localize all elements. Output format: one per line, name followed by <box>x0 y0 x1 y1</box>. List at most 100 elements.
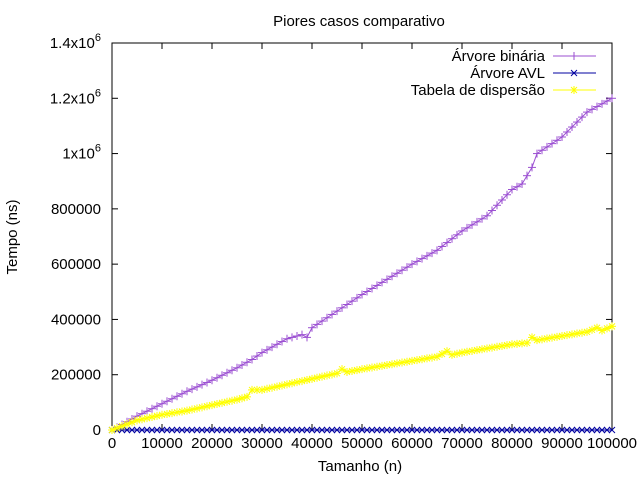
data-point <box>558 426 566 434</box>
data-point <box>378 426 386 434</box>
series-2 <box>108 322 616 434</box>
data-point <box>313 373 321 382</box>
data-point <box>163 426 171 434</box>
data-point <box>183 426 191 434</box>
data-point <box>233 395 241 404</box>
data-point <box>588 105 596 114</box>
data-point <box>383 275 391 284</box>
data-point <box>583 426 591 434</box>
data-point <box>388 272 396 281</box>
data-point <box>148 426 156 434</box>
data-point <box>608 322 616 331</box>
data-point <box>323 371 331 380</box>
data-point <box>213 426 221 434</box>
data-point <box>588 426 596 434</box>
legend-swatch-marker <box>570 52 578 60</box>
data-point <box>183 387 191 396</box>
data-point <box>323 426 331 434</box>
data-point <box>278 381 286 390</box>
data-point <box>338 303 346 312</box>
data-point <box>343 426 351 434</box>
data-point <box>248 426 256 434</box>
chart-title: Piores casos comparativo <box>273 13 445 30</box>
data-point <box>428 249 436 258</box>
x-tick-label: 70000 <box>441 435 483 452</box>
data-point <box>203 426 211 434</box>
data-point <box>263 426 271 434</box>
data-point <box>608 94 616 103</box>
data-point <box>278 337 286 346</box>
data-point <box>208 376 216 385</box>
data-point <box>163 397 171 406</box>
y-tick-label-base: 400000 <box>51 311 101 328</box>
data-point <box>453 349 461 358</box>
data-point <box>593 102 601 111</box>
data-point <box>258 385 266 394</box>
data-point <box>318 426 326 434</box>
data-point <box>523 338 531 347</box>
y-tick-label-base: 0 <box>93 422 101 439</box>
y-tick-label-base: 1.4x10 <box>50 35 95 52</box>
data-point <box>248 385 256 394</box>
data-point <box>398 426 406 434</box>
series-0 <box>108 94 616 434</box>
y-tick-label-base: 1.2x10 <box>50 90 95 107</box>
data-point <box>333 307 341 316</box>
data-point <box>498 196 506 205</box>
legend-label: Árvore AVL <box>470 65 545 82</box>
data-point <box>218 398 226 407</box>
y-tick-label: 400000 <box>51 311 101 328</box>
data-point <box>323 313 331 322</box>
data-point <box>248 355 256 364</box>
data-point <box>253 426 261 434</box>
data-point <box>393 426 401 434</box>
data-point <box>383 426 391 434</box>
data-point <box>333 369 341 378</box>
data-point <box>228 426 236 434</box>
data-point <box>488 426 496 434</box>
data-point <box>138 426 146 434</box>
data-point <box>353 293 361 302</box>
data-point <box>573 118 581 127</box>
data-point <box>253 385 261 394</box>
data-point <box>333 426 341 434</box>
data-point <box>328 310 336 319</box>
data-point <box>498 341 506 350</box>
data-point <box>173 392 181 401</box>
data-point <box>398 266 406 275</box>
data-point <box>488 206 496 215</box>
data-point <box>463 347 471 356</box>
data-point <box>148 413 156 422</box>
data-point <box>233 426 241 434</box>
data-point <box>143 407 151 416</box>
data-point <box>133 426 141 434</box>
data-point <box>198 380 206 389</box>
data-point <box>213 373 221 382</box>
data-point <box>523 171 531 180</box>
x-tick-label: 60000 <box>391 435 433 452</box>
data-point <box>558 132 566 141</box>
data-point <box>363 287 371 296</box>
data-point <box>303 426 311 434</box>
data-point <box>203 378 211 387</box>
data-point <box>503 341 511 350</box>
x-tick-label: 50000 <box>341 435 383 452</box>
data-point <box>468 426 476 434</box>
data-point <box>203 402 211 411</box>
x-tick-label: 80000 <box>491 435 533 452</box>
data-point <box>443 238 451 247</box>
data-point <box>218 426 226 434</box>
y-tick-label: 800000 <box>51 201 101 218</box>
data-point <box>368 426 376 434</box>
data-point <box>343 300 351 309</box>
y-tick-label: 600000 <box>51 256 101 273</box>
data-point <box>423 426 431 434</box>
data-point <box>478 345 486 354</box>
data-point <box>388 426 396 434</box>
data-point <box>508 185 516 194</box>
data-point <box>498 426 506 434</box>
data-point <box>318 317 326 326</box>
data-point <box>128 426 136 434</box>
data-point <box>528 426 536 434</box>
